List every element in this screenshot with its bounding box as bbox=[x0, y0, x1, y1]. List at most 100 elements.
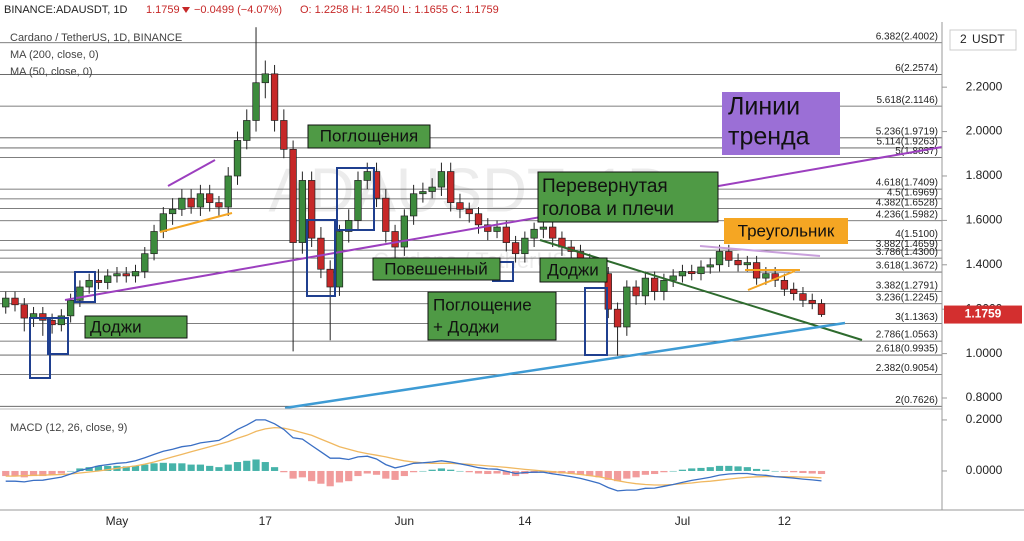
candle-body bbox=[141, 253, 149, 272]
histogram-bar bbox=[76, 468, 84, 471]
currency-button[interactable] bbox=[949, 29, 1017, 51]
candle-body bbox=[697, 266, 705, 275]
level-label: 2.786(1.0563) bbox=[876, 330, 938, 341]
candle-body bbox=[484, 224, 492, 232]
candle-body bbox=[178, 197, 186, 210]
candle-body bbox=[493, 226, 501, 232]
level-label: 6.382(2.4002) bbox=[876, 31, 938, 42]
candle-body bbox=[474, 213, 483, 226]
x-tick-label: Jul bbox=[675, 514, 690, 528]
annotation-box bbox=[307, 124, 431, 149]
histogram-bar bbox=[715, 465, 724, 471]
level-label: 4.618(1.7409) bbox=[876, 178, 938, 189]
candle-body bbox=[94, 279, 103, 283]
y-tick-label: 0.8000 bbox=[966, 390, 1003, 404]
candle-body bbox=[326, 268, 334, 288]
histogram-bar bbox=[317, 470, 325, 484]
histogram-bar bbox=[706, 467, 714, 471]
histogram-bar bbox=[252, 459, 260, 471]
histogram-bar bbox=[131, 465, 140, 471]
histogram-bar bbox=[280, 470, 288, 473]
histogram-bar bbox=[48, 470, 56, 475]
histogram-bar bbox=[11, 470, 19, 477]
histogram-bar bbox=[150, 463, 158, 471]
histogram-bar bbox=[206, 465, 214, 471]
y-tick-label: 1.0000 bbox=[966, 346, 1003, 360]
candle-body bbox=[419, 191, 427, 195]
histogram-bar bbox=[780, 470, 789, 472]
annotation: Повешенный bbox=[384, 259, 488, 278]
candle-body bbox=[678, 271, 687, 277]
candle-body bbox=[206, 193, 214, 203]
candle-body bbox=[66, 299, 75, 317]
histogram-bar bbox=[437, 468, 446, 471]
histogram-bar bbox=[660, 470, 668, 473]
histogram-bar bbox=[85, 467, 93, 471]
candle-body bbox=[233, 140, 242, 177]
candle-body bbox=[85, 279, 93, 288]
candle-body bbox=[382, 197, 390, 232]
histogram-bar bbox=[141, 464, 149, 471]
pattern-box bbox=[336, 167, 375, 231]
histogram-bar bbox=[261, 462, 269, 471]
level-label: 3.618(1.3672) bbox=[876, 261, 938, 272]
histogram-bar bbox=[419, 470, 427, 472]
candle-body bbox=[122, 273, 130, 277]
histogram-bar bbox=[29, 470, 38, 477]
histogram-bar bbox=[641, 470, 649, 475]
histogram-bar bbox=[651, 470, 659, 475]
y-tick-label: 0.0000 bbox=[966, 463, 1003, 477]
candle-body bbox=[428, 186, 436, 192]
histogram-bar bbox=[57, 470, 65, 474]
histogram-bar bbox=[669, 470, 677, 472]
histogram-bar bbox=[410, 470, 418, 473]
drawings bbox=[29, 146, 943, 410]
trend-line bbox=[699, 245, 821, 257]
candle-body bbox=[252, 82, 260, 121]
histogram-bar bbox=[298, 470, 306, 478]
trend-line bbox=[284, 321, 846, 410]
trend-line bbox=[64, 146, 943, 301]
pattern-box bbox=[47, 317, 69, 355]
histogram-bar bbox=[382, 470, 390, 479]
annotation: + Доджи bbox=[433, 317, 499, 336]
y-tick-label: 0.2000 bbox=[966, 412, 1003, 426]
histogram-bar bbox=[67, 470, 75, 472]
histogram-bar bbox=[289, 470, 297, 479]
candle-body bbox=[159, 213, 167, 232]
x-tick-label: Jun bbox=[395, 514, 414, 528]
candle-body bbox=[790, 288, 798, 295]
candle-body bbox=[243, 120, 251, 141]
annotations: Поглощения Повешенный Доджи Доджи Поглощ… bbox=[84, 92, 848, 341]
level-label: 2.618(0.9935) bbox=[876, 344, 938, 355]
candle-body bbox=[632, 286, 640, 297]
histogram-bar bbox=[725, 465, 733, 471]
y-tick-label: 2.0000 bbox=[966, 124, 1003, 138]
level-label: 3.882(1.4659) bbox=[876, 239, 938, 250]
candle-body bbox=[715, 251, 724, 266]
annotation-box bbox=[724, 218, 848, 244]
annotation-box bbox=[372, 257, 501, 281]
candle-body bbox=[530, 228, 538, 239]
candles bbox=[2, 27, 826, 356]
histogram-bar bbox=[808, 470, 816, 474]
candle-body bbox=[650, 277, 659, 292]
candle-body bbox=[734, 260, 742, 266]
histogram-bar bbox=[734, 466, 742, 471]
candle-body bbox=[289, 148, 297, 243]
level-label: 3(1.1363) bbox=[895, 312, 938, 323]
candle-body bbox=[131, 271, 140, 277]
trend-line bbox=[747, 270, 796, 291]
level-label: 2.382(0.9054) bbox=[876, 363, 938, 374]
pattern-box bbox=[306, 219, 336, 297]
candle-body bbox=[215, 202, 223, 208]
y-tick-label: 1.4000 bbox=[966, 257, 1003, 271]
candle-body bbox=[224, 175, 232, 208]
candle-body bbox=[39, 313, 47, 321]
x-tick-label: 14 bbox=[518, 514, 532, 528]
histogram-bar bbox=[799, 470, 807, 474]
last-price-label: 1.1759 bbox=[965, 307, 1002, 321]
pattern-box bbox=[584, 287, 608, 356]
trend-line bbox=[539, 239, 863, 341]
